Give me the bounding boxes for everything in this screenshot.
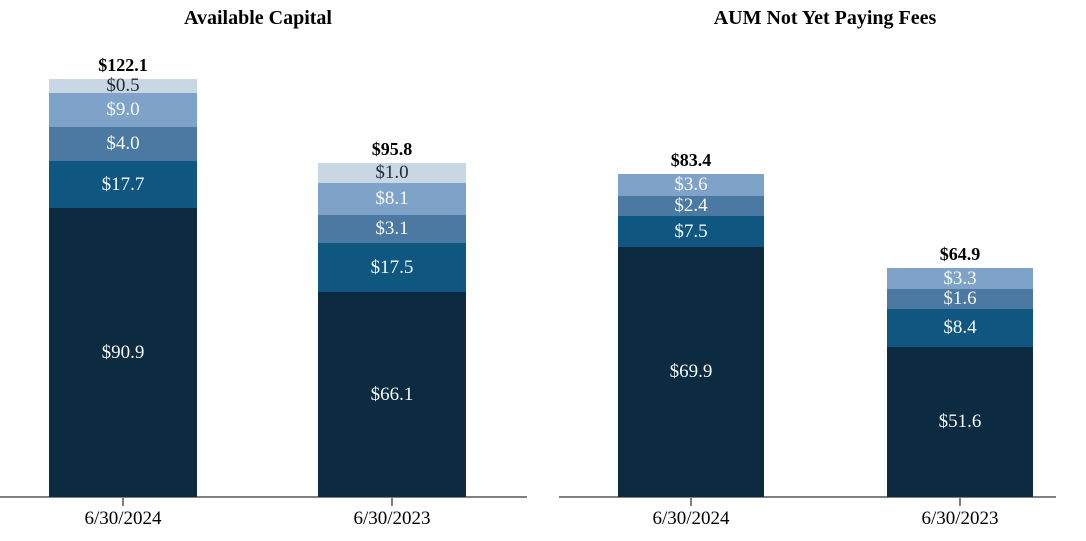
bar-segment-segment-1-bottom: $51.6 bbox=[887, 347, 1033, 497]
bar-6-30-2024: $0.5 $9.0 $4.0 $17.7 $90.9 bbox=[49, 75, 197, 497]
bar-segment-segment-5-top: $0.5 bbox=[49, 75, 197, 96]
bar-total-label: $64.9 bbox=[939, 244, 981, 264]
chart-title-available-capital: Available Capital bbox=[184, 7, 332, 29]
chart-title-aum-not-yet-paying-fees: AUM Not Yet Paying Fees bbox=[713, 7, 937, 29]
bar-segment-segment-4-top: $3.3 bbox=[887, 268, 1033, 289]
bar-segment-segment-2: $7.5 bbox=[618, 216, 764, 247]
x-axis-line bbox=[0, 496, 527, 498]
bar-segment-segment-5-top: $1.0 bbox=[318, 162, 466, 183]
axis-tick bbox=[959, 498, 961, 506]
axis-tick bbox=[690, 498, 692, 506]
bar-segment-segment-2: $17.7 bbox=[49, 161, 197, 208]
bar-segment-segment-4: $9.0 bbox=[49, 93, 197, 127]
bar-segment-segment-3: $3.1 bbox=[318, 215, 466, 243]
bar-segment-segment-3: $2.4 bbox=[618, 195, 764, 216]
axis-tick bbox=[122, 498, 124, 506]
bar-segment-segment-1-bottom: $69.9 bbox=[618, 247, 764, 497]
x-axis-label: 6/30/2024 bbox=[84, 508, 162, 529]
x-axis-line bbox=[559, 496, 1056, 498]
bar-segment-segment-3: $1.6 bbox=[887, 288, 1033, 309]
bar-segment-segment-2: $8.4 bbox=[887, 309, 1033, 347]
axis-tick bbox=[391, 498, 393, 506]
x-axis-label: 6/30/2024 bbox=[652, 508, 730, 529]
bar-segment-segment-4-top: $3.6 bbox=[618, 174, 764, 196]
bar-segment-segment-1-bottom: $66.1 bbox=[318, 292, 466, 497]
bar-6-30-2024: $3.6 $2.4 $7.5 $69.9 bbox=[618, 174, 764, 497]
bar-segment-segment-3: $4.0 bbox=[49, 127, 197, 161]
x-axis-label: 6/30/2023 bbox=[921, 508, 999, 529]
bar-segment-segment-1-bottom: $90.9 bbox=[49, 208, 197, 497]
bar-segment-segment-2: $17.5 bbox=[318, 243, 466, 292]
x-axis-label: 6/30/2023 bbox=[353, 508, 431, 529]
bar-6-30-2023: $3.3 $1.6 $8.4 $51.6 bbox=[887, 268, 1033, 497]
bar-segment-segment-4: $8.1 bbox=[318, 183, 466, 215]
bar-total-label: $83.4 bbox=[670, 150, 712, 170]
bar-total-label: $122.1 bbox=[98, 55, 148, 75]
bar-6-30-2023: $1.0 $8.1 $3.1 $17.5 $66.1 bbox=[318, 162, 466, 497]
bar-total-label: $95.8 bbox=[371, 139, 413, 159]
